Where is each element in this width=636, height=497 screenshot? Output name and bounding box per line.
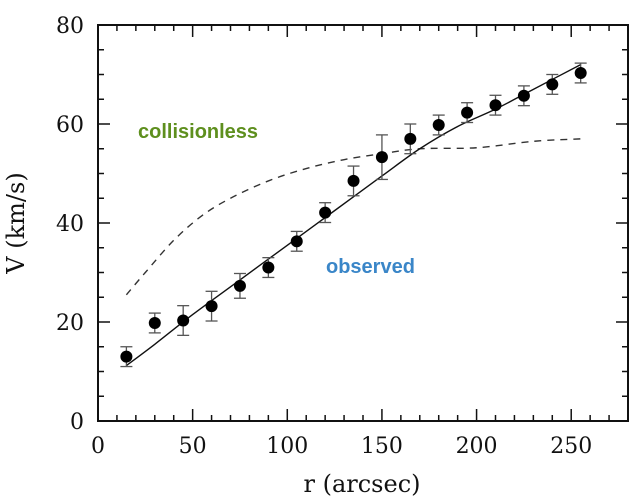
data-point bbox=[177, 314, 190, 327]
data-point bbox=[574, 67, 587, 80]
data-point bbox=[233, 279, 246, 292]
data-point bbox=[319, 206, 332, 219]
collisionless-label: collisionless bbox=[138, 121, 258, 143]
data-point bbox=[347, 174, 360, 187]
axis-tick-labels: 0 50 100 150 200 250 0 20 40 60 80 bbox=[56, 14, 592, 459]
data-point bbox=[546, 78, 559, 91]
axis-ticks bbox=[97, 24, 629, 422]
data-point bbox=[432, 118, 445, 131]
x-tick-label: 100 bbox=[266, 434, 308, 459]
x-tick-label: 200 bbox=[456, 434, 498, 459]
data-point bbox=[489, 99, 502, 112]
data-point bbox=[404, 132, 417, 145]
x-tick-label: 150 bbox=[361, 434, 403, 459]
data-point bbox=[205, 300, 218, 313]
y-tick-label: 80 bbox=[56, 14, 84, 39]
collisionless-curve bbox=[125, 138, 581, 296]
data-point bbox=[461, 106, 474, 119]
y-tick-label: 20 bbox=[56, 311, 84, 336]
data-point bbox=[375, 151, 388, 164]
x-tick-label: 250 bbox=[550, 434, 592, 459]
y-axis-title: V (km/s) bbox=[2, 172, 30, 274]
x-tick-label: 0 bbox=[91, 434, 105, 459]
data-point bbox=[290, 235, 303, 248]
x-tick-label: 50 bbox=[179, 434, 207, 459]
observed-fit-curve bbox=[125, 63, 582, 367]
y-tick-label: 0 bbox=[70, 410, 84, 435]
data-point bbox=[120, 350, 133, 363]
observed-data-points bbox=[120, 62, 587, 368]
data-point bbox=[517, 89, 530, 102]
y-tick-label: 60 bbox=[56, 113, 84, 138]
data-point bbox=[262, 261, 275, 274]
x-axis-title: r (arcsec) bbox=[303, 470, 420, 497]
data-point bbox=[148, 316, 161, 329]
y-tick-label: 40 bbox=[56, 212, 84, 237]
observed-label: observed bbox=[326, 256, 415, 278]
